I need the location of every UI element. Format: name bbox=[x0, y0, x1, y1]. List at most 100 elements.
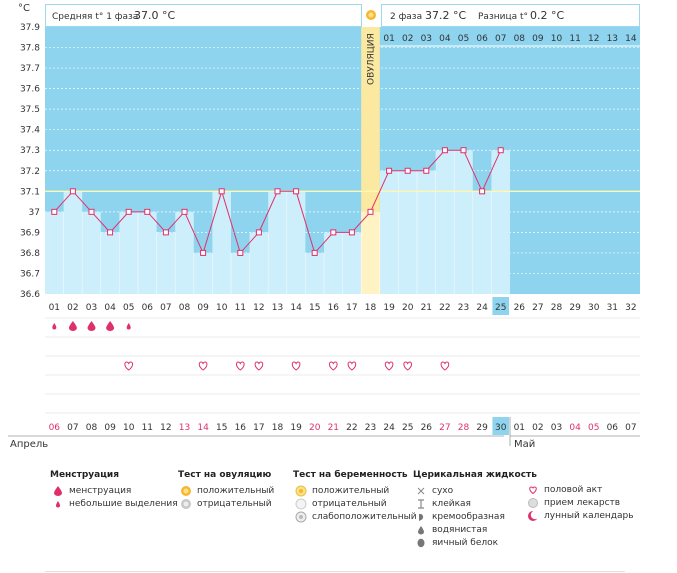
legend-label: положительный bbox=[197, 485, 275, 496]
x-tick-label: 26 bbox=[514, 303, 526, 313]
y-tick-label: 37 bbox=[29, 208, 40, 218]
x-tick-label: 01 bbox=[49, 303, 60, 313]
y-tick-label: 37.8 bbox=[20, 44, 40, 54]
x-tick-label: 07 bbox=[160, 303, 171, 313]
temperature-point bbox=[441, 147, 448, 154]
x-tick-label: 15 bbox=[309, 303, 320, 313]
legend-item: положительный bbox=[293, 484, 417, 497]
temperature-fill-bar bbox=[100, 232, 120, 294]
heart-icon bbox=[235, 361, 245, 371]
creamy-icon bbox=[413, 512, 429, 522]
calendar-date: 04 bbox=[569, 423, 581, 433]
legend-label: яичный белок bbox=[432, 537, 499, 548]
menstruation-drop-icon bbox=[52, 323, 57, 330]
calendar-date: 12 bbox=[160, 423, 171, 433]
y-tick-label: 37.4 bbox=[20, 126, 40, 136]
heart-icon bbox=[384, 361, 394, 371]
ovulation-label: ОВУЛЯЦИЯ bbox=[367, 33, 377, 85]
calendar-date: 03 bbox=[551, 423, 562, 433]
legend-title: Тест на овуляцию bbox=[178, 470, 272, 480]
temperature-point bbox=[162, 229, 169, 236]
legend-label: половой акт bbox=[544, 484, 603, 495]
sun-positive-icon bbox=[178, 485, 194, 497]
calendar-date: 05 bbox=[588, 423, 599, 433]
calendar-date: 26 bbox=[421, 423, 433, 433]
calendar-date: 06 bbox=[607, 423, 619, 433]
temperature-point bbox=[51, 208, 58, 215]
x-tick-label: 05 bbox=[123, 303, 134, 313]
phase2-day-label: 13 bbox=[607, 34, 618, 44]
x-tick-label: 30 bbox=[588, 303, 600, 313]
temperature-point bbox=[293, 188, 300, 195]
legend-item: половой акт bbox=[525, 483, 634, 496]
legend-item: отрицательный bbox=[178, 497, 274, 510]
heart-icon bbox=[328, 361, 338, 371]
legend-item: отрицательный bbox=[293, 497, 417, 510]
diff-value: 0.2 °C bbox=[530, 9, 564, 22]
legend-title: Тест на беременность bbox=[293, 470, 408, 480]
phase1-box bbox=[45, 4, 362, 27]
phase2-day-label: 07 bbox=[495, 34, 506, 44]
phase2-day-label: 12 bbox=[588, 34, 599, 44]
test-negative-icon bbox=[293, 498, 309, 510]
legend-label: отрицательный bbox=[197, 498, 272, 509]
temperature-fill-bar bbox=[268, 191, 287, 294]
today-date-highlight bbox=[492, 417, 509, 435]
calendar-date: 21 bbox=[328, 423, 339, 433]
heart-icon bbox=[254, 361, 264, 371]
x-tick-label: 29 bbox=[569, 303, 581, 313]
legend-item: сухо bbox=[413, 484, 537, 497]
menstruation-drop-icon bbox=[68, 321, 77, 331]
menstruation-drop-icon bbox=[126, 323, 131, 330]
x-axis: 01 02 03 04 05 06 07 08 09 10 11 12 13 14 15 16 17 18 19 20… bbox=[49, 297, 637, 315]
test-positive-icon bbox=[293, 485, 309, 497]
ovulation-sun-icon bbox=[366, 10, 376, 20]
drop-small-icon bbox=[50, 498, 66, 509]
legend-item: кремообразная bbox=[413, 510, 537, 523]
temperature-fill-bar bbox=[286, 191, 306, 294]
legend-menstruation: Менструация менструация небольшие выделе… bbox=[50, 470, 178, 510]
legend-label: менструация bbox=[69, 485, 132, 496]
legend-item: яичный белок bbox=[413, 536, 537, 549]
diff-label: Разница t° bbox=[478, 12, 528, 22]
sun-negative-icon bbox=[178, 498, 194, 510]
y-tick-label: 37.9 bbox=[20, 23, 40, 33]
legend-pregnancy-test: Тест на беременность положительный отриц… bbox=[293, 470, 417, 523]
temperature-fill-bar bbox=[379, 170, 399, 294]
x-tick-label: 09 bbox=[197, 303, 209, 313]
temperature-fill-bar bbox=[491, 150, 510, 294]
temperature-fill-bar bbox=[212, 191, 231, 294]
legend-label: клейкая bbox=[432, 498, 471, 509]
cross-dry-icon bbox=[413, 486, 429, 496]
temperature-fill-bar bbox=[63, 191, 83, 294]
calendar-date: 19 bbox=[290, 423, 302, 433]
calendar-date: 20 bbox=[309, 423, 321, 433]
event-marks bbox=[45, 317, 640, 414]
egg-white-icon bbox=[413, 538, 429, 548]
calendar-date: 30 bbox=[495, 423, 507, 433]
x-tick-label: 31 bbox=[607, 303, 618, 313]
legend-item: положительный bbox=[178, 484, 274, 497]
calendar-date: 06 bbox=[49, 423, 61, 433]
footer-divider bbox=[45, 571, 625, 572]
legend-label: лунный календарь bbox=[544, 510, 634, 521]
calendar-date: 08 bbox=[86, 423, 98, 433]
x-tick-label: 20 bbox=[402, 303, 414, 313]
calendar-date: 23 bbox=[365, 423, 376, 433]
phase2-day-label: 04 bbox=[439, 34, 451, 44]
test-weak-icon bbox=[293, 511, 309, 523]
x-tick-label: 19 bbox=[383, 303, 395, 313]
temperature-point bbox=[460, 147, 467, 154]
temperature-fill-bar bbox=[119, 211, 138, 294]
temperature-point bbox=[69, 188, 76, 195]
temperature-point bbox=[330, 229, 337, 236]
x-tick-label: 23 bbox=[458, 303, 469, 313]
y-tick-label: 37.1 bbox=[20, 187, 40, 197]
temperature-point bbox=[348, 229, 355, 236]
x-tick-label: 02 bbox=[67, 303, 78, 313]
x-tick-label: 28 bbox=[551, 303, 563, 313]
temperature-point bbox=[497, 147, 504, 154]
phase2-day-label: 08 bbox=[514, 34, 526, 44]
x-tick-label: 17 bbox=[346, 303, 357, 313]
x-tick-label: 24 bbox=[476, 303, 488, 313]
